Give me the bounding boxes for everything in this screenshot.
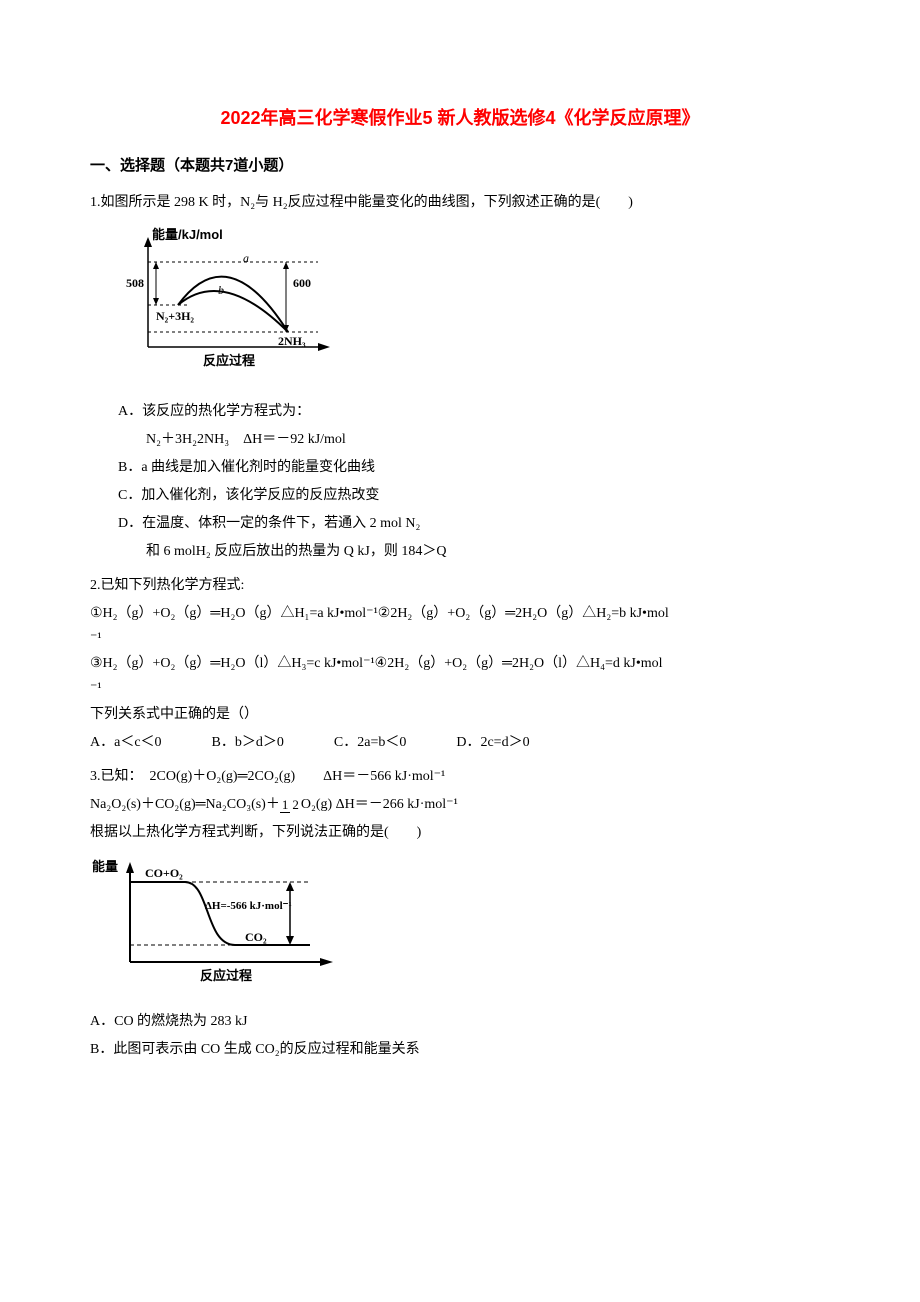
q3-frac-num: 1 [280,797,291,813]
q3-line2-pre: Na₂O₂(s)＋CO₂(g)═Na₂CO₃(s)＋ [90,797,280,812]
q1-ylabel: 能量/kJ/mol [152,227,223,242]
q2-optB: B．b＞d＞0 [212,729,284,757]
q3-frac: 12 [280,798,301,811]
q3-xlabel: 反应过程 [200,968,252,983]
q1-optA-line2: N₂＋3H₂2NH₃ ΔH＝－92 kJ/mol [90,426,830,454]
q3-ylabel: 能量 [92,859,118,874]
question-2: 2.已知下列热化学方程式: ①H₂（g）+O₂（g）═H₂O（g）△H₁=a k… [90,572,830,757]
q1-stem: 1.如图所示是 298 K 时，N₂与 H₂反应过程中能量变化的曲线图，下列叙述… [90,189,830,217]
q1-optB: B．a 曲线是加入催化剂时的能量变化曲线 [90,454,830,482]
q2-optC: C．2a=b＜0 [334,729,406,757]
q1-optD-line2: 和 6 molH₂ 反应后放出的热量为 Q kJ，则 184＞Q [90,538,830,566]
question-3: 3.已知： 2CO(g)＋O₂(g)═2CO₂(g) ΔH＝－566 kJ·mo… [90,763,830,1064]
q3-frac-den: 2 [290,797,301,812]
question-1: 1.如图所示是 298 K 时，N₂与 H₂反应过程中能量变化的曲线图，下列叙述… [90,189,830,566]
q3-optA: A．CO 的燃烧热为 283 kJ [90,1008,830,1036]
q3-ask: 根据以上热化学方程式判断，下列说法正确的是( ) [90,819,830,847]
q1-right-species: 2NH₃ [278,334,306,348]
q2-stem: 2.已知下列热化学方程式: [90,572,830,600]
q2-optD: D．2c=d＞0 [456,729,529,757]
q3-stem: 3.已知： 2CO(g)＋O₂(g)═2CO₂(g) ΔH＝－566 kJ·mo… [90,763,830,791]
q3-diagram: 能量 CO+O₂ CO₂ ΔH=-566 kJ·mol⁻¹ 反应过程 [90,857,830,998]
q3-line2-post: O₂(g) ΔH＝－266 kJ·mol⁻¹ [301,797,458,812]
q3-line2: Na₂O₂(s)＋CO₂(g)═Na₂CO₃(s)＋12O₂(g) ΔH＝－26… [90,791,830,819]
q2-options: A．a＜c＜0 B．b＞d＞0 C．2a=b＜0 D．2c=d＞0 [90,729,830,757]
q2-optA: A．a＜c＜0 [90,729,162,757]
q2-line2-cont: ⁻¹ [90,678,830,700]
q1-optC: C．加入催化剂，该化学反应的反应热改变 [90,482,830,510]
q2-line2: ③H₂（g）+O₂（g）═H₂O（l）△H₃=c kJ•mol⁻¹④2H₂（g）… [90,650,830,678]
q2-ask: 下列关系式中正确的是（） [90,701,830,729]
q1-right-val: 600 [293,276,311,290]
q1-left-val: 508 [126,276,144,290]
q2-line1: ①H₂（g）+O₂（g）═H₂O（g）△H₁=a kJ•mol⁻¹②2H₂（g）… [90,600,830,628]
q1-xlabel: 反应过程 [203,353,255,368]
q3-optB: B．此图可表示由 CO 生成 CO₂的反应过程和能量关系 [90,1036,830,1064]
q3-bottom-species: CO₂ [245,930,267,944]
q1-optD-line1: D．在温度、体积一定的条件下，若通入 2 mol N₂ [90,510,830,538]
q1-curve-a: a [243,251,249,265]
q1-left-species: N₂+3H₂ [156,309,194,323]
q3-delta: ΔH=-566 kJ·mol⁻¹ [205,900,292,912]
q2-line1-cont: ⁻¹ [90,628,830,650]
q1-curve-b: b [218,283,224,297]
q1-diagram: 能量/kJ/mol a b 508 600 N [118,227,830,388]
q3-top-species: CO+O₂ [145,866,183,880]
page-title: 2022年高三化学寒假作业5 新人教版选修4《化学反应原理》 [90,100,830,136]
q1-optA-line1: A．该反应的热化学方程式为： [90,398,830,426]
section-header: 一、选择题（本题共7道小题） [90,151,830,181]
